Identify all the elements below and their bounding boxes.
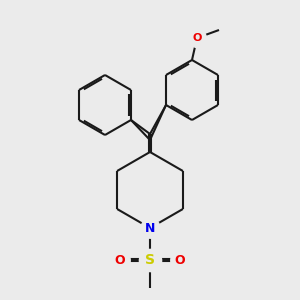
Text: O: O xyxy=(192,33,202,43)
Text: N: N xyxy=(145,221,155,235)
Text: O: O xyxy=(175,254,185,266)
Text: S: S xyxy=(145,253,155,267)
Text: O: O xyxy=(115,254,125,266)
